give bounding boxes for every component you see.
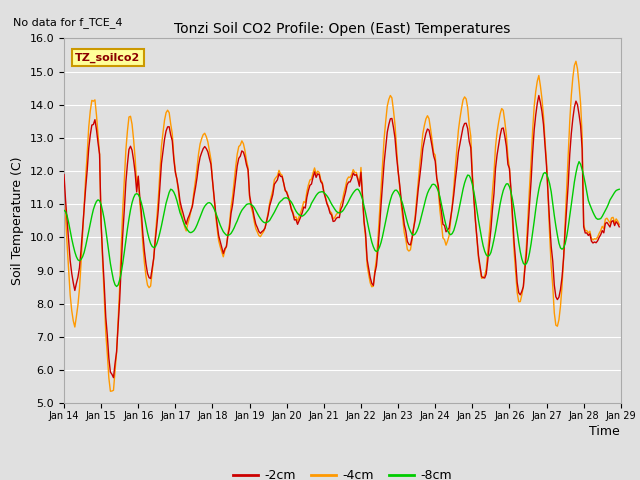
Text: No data for f_TCE_4: No data for f_TCE_4: [13, 17, 122, 28]
X-axis label: Time: Time: [589, 425, 620, 438]
Text: TZ_soilco2: TZ_soilco2: [75, 52, 140, 62]
Y-axis label: Soil Temperature (C): Soil Temperature (C): [11, 156, 24, 285]
Legend: -2cm, -4cm, -8cm: -2cm, -4cm, -8cm: [228, 464, 456, 480]
Title: Tonzi Soil CO2 Profile: Open (East) Temperatures: Tonzi Soil CO2 Profile: Open (East) Temp…: [174, 22, 511, 36]
